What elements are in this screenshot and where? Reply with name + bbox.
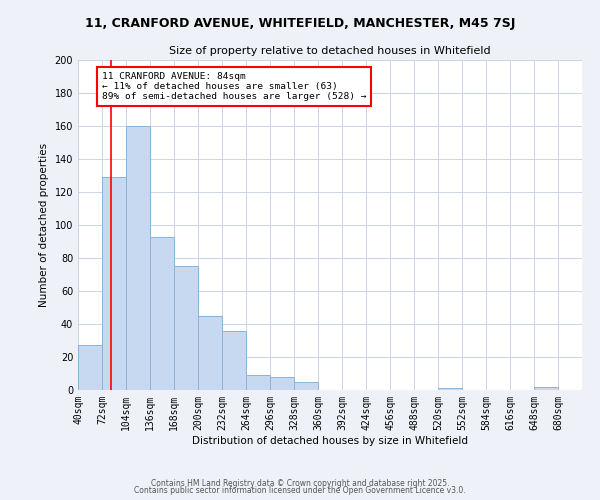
Bar — [438, 388, 462, 390]
Bar — [198, 316, 222, 390]
Text: 11, CRANFORD AVENUE, WHITEFIELD, MANCHESTER, M45 7SJ: 11, CRANFORD AVENUE, WHITEFIELD, MANCHES… — [85, 18, 515, 30]
Bar — [150, 236, 174, 390]
Bar — [78, 346, 102, 390]
Bar — [294, 382, 318, 390]
Bar — [102, 177, 126, 390]
Bar — [534, 386, 558, 390]
Bar — [126, 126, 150, 390]
Bar — [270, 377, 294, 390]
Bar — [222, 330, 246, 390]
Text: 11 CRANFORD AVENUE: 84sqm
← 11% of detached houses are smaller (63)
89% of semi-: 11 CRANFORD AVENUE: 84sqm ← 11% of detac… — [102, 72, 367, 102]
Bar — [246, 375, 270, 390]
Bar — [174, 266, 198, 390]
Title: Size of property relative to detached houses in Whitefield: Size of property relative to detached ho… — [169, 46, 491, 56]
Y-axis label: Number of detached properties: Number of detached properties — [39, 143, 49, 307]
Text: Contains HM Land Registry data © Crown copyright and database right 2025.: Contains HM Land Registry data © Crown c… — [151, 478, 449, 488]
Text: Contains public sector information licensed under the Open Government Licence v3: Contains public sector information licen… — [134, 486, 466, 495]
X-axis label: Distribution of detached houses by size in Whitefield: Distribution of detached houses by size … — [192, 436, 468, 446]
